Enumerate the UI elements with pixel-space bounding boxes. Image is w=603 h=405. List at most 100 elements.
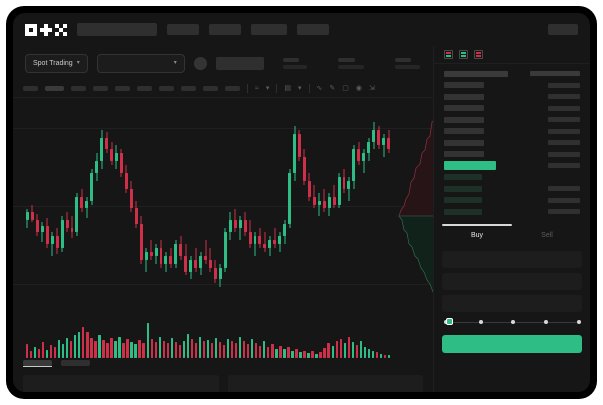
volume-bar [206,339,210,358]
candle-body [199,255,203,268]
tab-sell[interactable]: Sell [541,232,553,239]
volume-bar [118,336,121,358]
volume-bar [315,353,318,358]
nav-item-3[interactable] [251,24,287,35]
line-tool-icon[interactable]: ∿ [316,85,323,92]
bottom-card-2[interactable] [227,375,423,392]
chart-tab-2[interactable] [61,360,90,366]
nav-item-4[interactable] [297,24,329,35]
global-search-input[interactable] [77,23,157,36]
order-book-row-ask[interactable] [444,104,580,113]
candle-body [337,176,341,205]
nav-item-account[interactable] [548,24,578,35]
slider-stop-100[interactable] [576,319,581,324]
candle-body [357,149,361,162]
settings-gear-icon[interactable]: ◉ [355,85,362,92]
timeframe-button-4[interactable] [115,86,130,91]
volume-bar [239,336,242,358]
candle [80,188,84,213]
volume-bar [210,343,214,358]
order-book-row-ask[interactable] [444,138,580,147]
slider-stop-50[interactable] [511,319,516,324]
timeframe-button-6[interactable] [159,86,174,91]
timeframe-button-9[interactable] [225,86,240,91]
stat-24h-high [394,57,420,69]
bottom-card-1[interactable] [23,375,219,392]
chart-type-icon[interactable]: ▤ [284,85,291,92]
candle-wick [239,216,241,240]
volume-bar [98,335,101,358]
pair-select-dropdown[interactable]: ▾ [96,53,185,73]
timeframe-button-2[interactable] [71,86,86,91]
timeframe-button-1[interactable] [45,86,64,91]
timeframe-button-8[interactable] [203,86,218,91]
chart-type-chevron-down-icon[interactable]: ▾ [297,85,302,92]
volume-bar [110,337,113,358]
ask-price [444,105,484,111]
candle-body [65,220,69,229]
indicators-icon[interactable]: ≈ [255,85,259,92]
okx-logo-icon[interactable] [25,23,67,36]
timeframe-button-0[interactable] [23,86,38,91]
volume-bar [339,339,342,358]
slider-stop-75[interactable] [544,319,548,324]
candle-body [278,236,282,244]
timeframe-button-3[interactable] [93,86,108,91]
candle-body [149,251,153,256]
timeframe-button-7[interactable] [181,86,196,91]
candle [174,240,178,268]
order-book-row-ask[interactable] [444,81,580,90]
volume-bar [299,352,302,358]
orderbook-view-bids-icon[interactable] [459,50,468,59]
orderbook-view-asks-icon[interactable] [474,50,483,59]
candle [75,192,79,237]
order-book-row-bid[interactable] [444,184,580,193]
stat-value [282,64,307,69]
nav-item-1[interactable] [167,24,199,35]
candle-wick [71,216,73,239]
volume-bar [178,344,181,358]
camera-icon[interactable]: ▢ [342,85,349,92]
slider-handle[interactable] [446,318,453,325]
place-buy-order-button[interactable] [442,335,582,353]
tab-buy[interactable]: Buy [470,232,484,239]
order-book-row-ask[interactable] [444,150,580,159]
orderbook-view-both-icon[interactable] [444,50,453,59]
slider-stop-25[interactable] [478,319,483,324]
amount-percent-slider[interactable] [444,318,581,328]
candle-body [377,129,381,146]
order-book-row-ask[interactable] [444,115,580,124]
order-book-row-bid[interactable] [444,207,580,216]
candle-body [40,226,44,233]
volume-bar [243,340,246,358]
timeframe-button-5[interactable] [137,86,152,91]
bid-amount [548,209,580,214]
chart-tab-1[interactable] [23,360,52,366]
ask-amount [548,151,580,157]
order-book-row-ask[interactable] [444,127,580,136]
amount-field[interactable] [442,273,582,290]
volume-bar [174,341,177,358]
candle-wick [363,149,365,174]
nav-item-2[interactable] [209,24,241,35]
candle [25,208,29,229]
total-field[interactable] [442,295,582,312]
price-chart[interactable] [13,98,433,363]
volume-series [13,313,433,358]
fullscreen-icon[interactable]: ⇲ [368,85,375,92]
pencil-icon[interactable]: ✎ [329,85,336,92]
order-book-row-ask[interactable] [444,92,580,101]
order-book-row-bid[interactable] [444,196,580,205]
order-book-row-bid[interactable] [444,173,580,182]
order-book[interactable] [434,64,590,222]
volume-bar [387,355,391,358]
device-bezel: Spot Trading ▾ ▾ [6,6,597,399]
indicators-chevron-down-icon[interactable]: ▾ [265,85,270,92]
bid-price [444,174,482,180]
price-field[interactable] [442,251,582,268]
candle-wick [348,176,350,201]
candle [65,212,69,233]
market-type-dropdown[interactable]: Spot Trading ▾ [25,53,88,73]
candle [298,129,301,162]
candle-body [213,267,217,280]
